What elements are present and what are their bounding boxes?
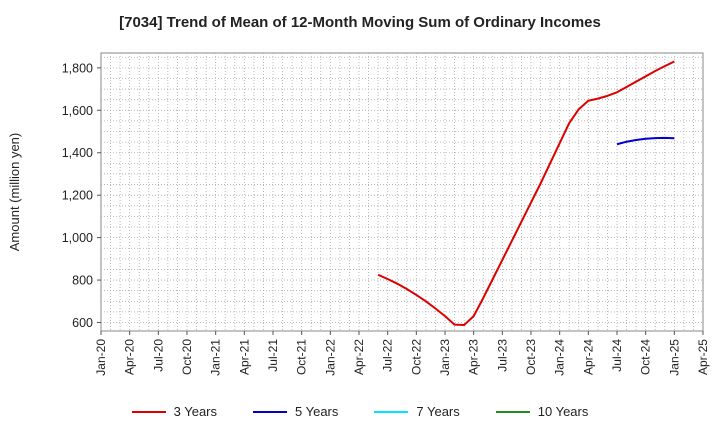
x-tick-label: Jan-21: [209, 339, 223, 376]
x-tick-label: Apr-22: [352, 339, 366, 375]
x-tick-label: Apr-20: [123, 339, 137, 375]
x-tick-label: Jan-20: [94, 339, 108, 376]
x-tick-label: Oct-24: [639, 339, 653, 375]
legend-item-5-years: 5 Years: [253, 404, 338, 419]
x-tick-label: Oct-20: [180, 339, 194, 375]
legend-label-3-years: 3 Years: [173, 404, 217, 419]
series-line-5-years: [616, 136, 675, 146]
y-tick-label: 600: [72, 316, 93, 330]
y-tick-label: 1,600: [62, 104, 93, 118]
legend-label-10-years: 10 Years: [537, 404, 589, 419]
x-tick-label: Apr-25: [696, 339, 710, 375]
y-tick-label: 800: [72, 274, 93, 288]
x-tick-label: Apr-24: [581, 339, 595, 375]
x-tick-label: Oct-21: [295, 339, 309, 375]
x-tick-label: Oct-23: [524, 339, 538, 375]
legend-swatch-3-years: [131, 410, 166, 413]
y-tick-label: 1,200: [62, 189, 93, 203]
x-tick-label: Jul-20: [151, 339, 165, 372]
x-tick-label: Jul-22: [381, 339, 395, 372]
x-tick-label: Jul-21: [266, 339, 280, 372]
x-tick-label: Jul-24: [610, 339, 624, 372]
x-tick-label: Apr-21: [237, 339, 251, 375]
x-tick-label: Oct-22: [409, 339, 423, 375]
chart-title: [7034] Trend of Mean of 12-Month Moving …: [119, 14, 601, 31]
legend-label-7-years: 7 Years: [416, 404, 460, 419]
legend-item-10-years: 10 Years: [495, 404, 589, 419]
y-tick-label: 1,400: [62, 146, 93, 160]
x-tick-label: Jan-23: [438, 339, 452, 376]
legend-swatch-5-years: [253, 410, 287, 413]
x-tick-label: Jul-23: [495, 339, 509, 372]
legend: 3 Years 5 Years 7 Years 10 Years: [0, 404, 720, 419]
y-tick-label: 1,000: [62, 231, 93, 245]
legend-swatch-10-years: [495, 410, 530, 413]
legend-label-5-years: 5 Years: [295, 404, 339, 419]
x-tick-label: Jan-25: [667, 339, 681, 376]
x-tick-label: Jan-22: [323, 339, 337, 376]
y-tick-label: 1,800: [62, 61, 93, 75]
legend-item-7-years: 7 Years: [374, 404, 460, 419]
x-tick-label: Jan-24: [553, 339, 567, 376]
series-line-3-years: [377, 60, 675, 327]
legend-item-3-years: 3 Years: [131, 404, 217, 419]
legend-swatch-7-years: [374, 410, 409, 413]
x-tick-label: Apr-23: [467, 339, 481, 375]
y-axis-label: Amount (million yen): [7, 133, 22, 252]
